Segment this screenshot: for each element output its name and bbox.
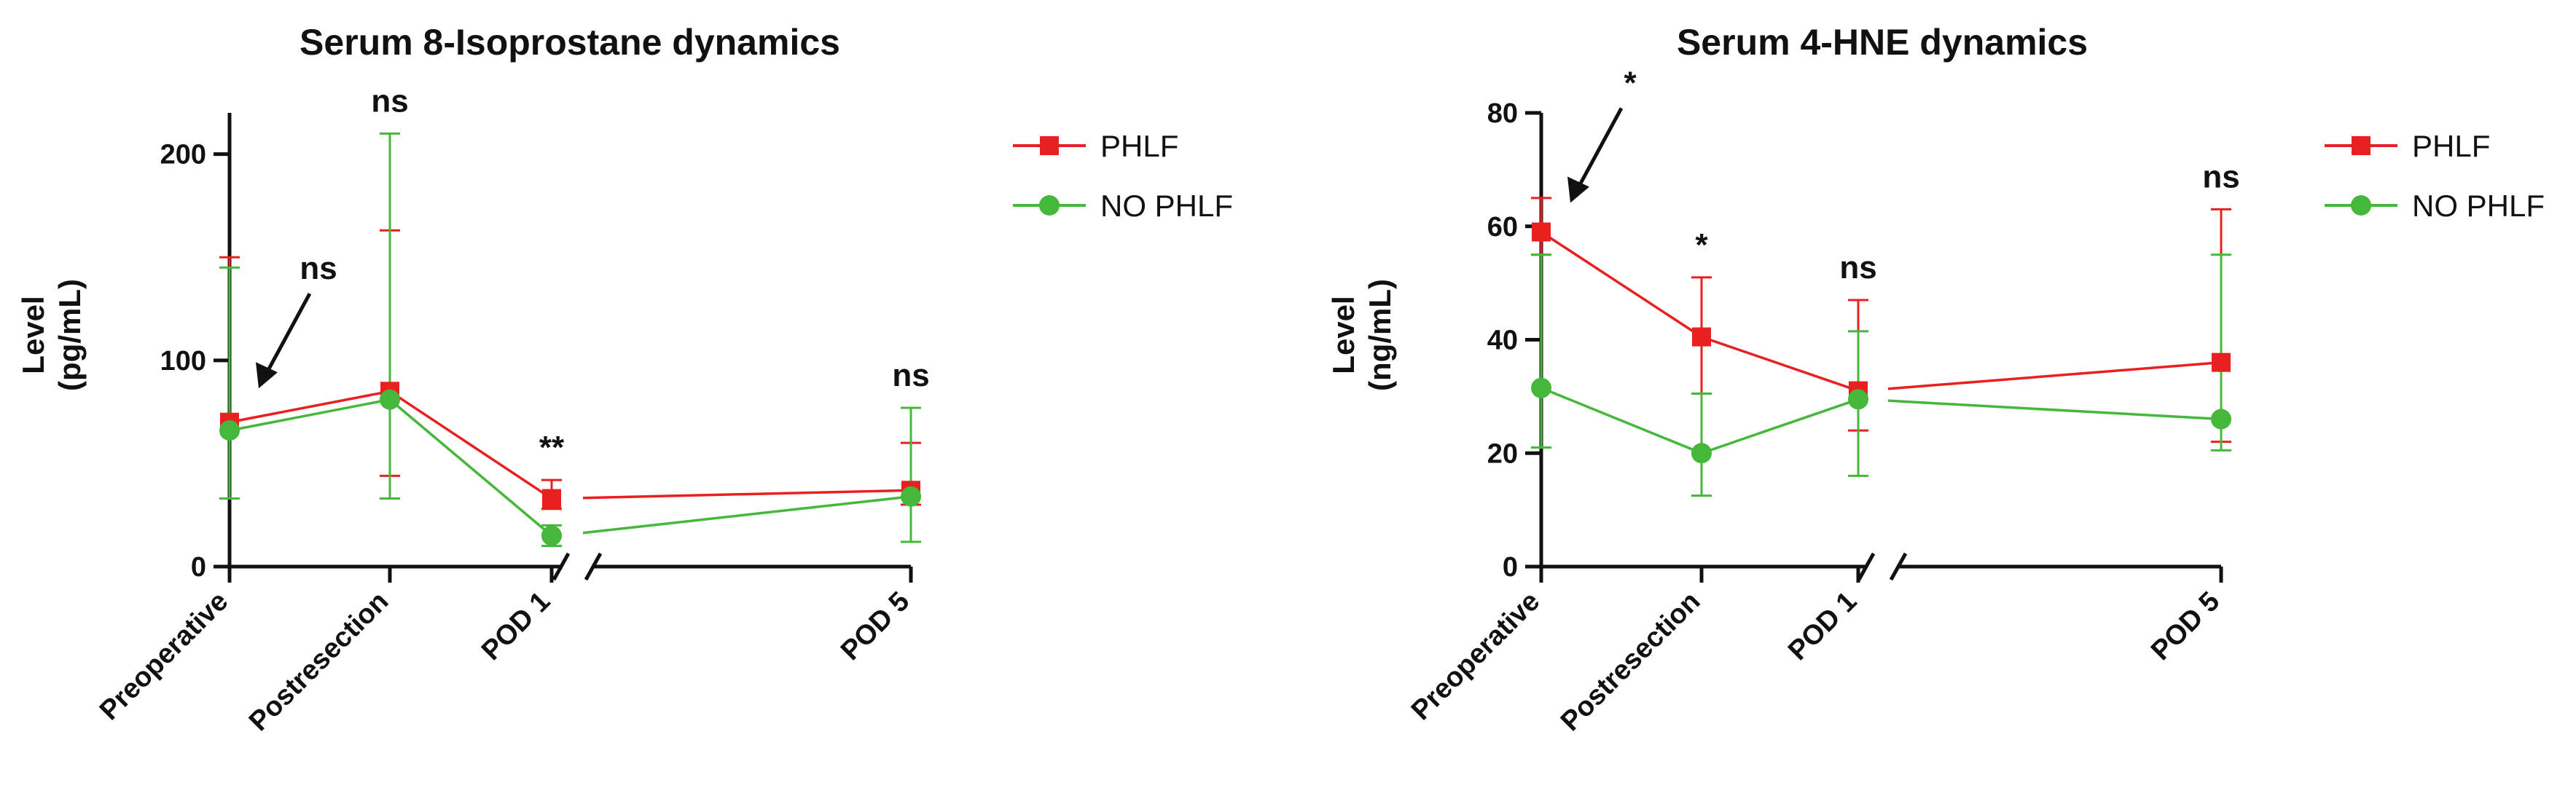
y-axis-label-line-1: Level — [1326, 296, 1361, 374]
chart-title: Serum 8-Isoprostane dynamics — [300, 22, 840, 63]
chart-2: Serum 4-HNE dynamics Level (ng/mL) 0 20 40 60 8… — [1326, 22, 2545, 737]
y-axis-label: Level (ng/mL) — [1326, 279, 1397, 391]
axis-break-mark — [584, 552, 603, 581]
series-line — [582, 494, 912, 535]
significance-label: ns — [892, 358, 929, 393]
y-tick-label: 20 — [1487, 438, 1518, 469]
data-point-no-phlf — [1691, 443, 1712, 464]
legend: PHLF NO PHLF — [2325, 129, 2545, 223]
chart-title: Serum 4-HNE dynamics — [1677, 22, 2088, 63]
series-phlf — [1531, 197, 2231, 444]
legend-label: NO PHLF — [2412, 189, 2545, 223]
legend-label: NO PHLF — [1100, 189, 1233, 223]
y-tick-label: 60 — [1487, 212, 1518, 243]
x-tick-label: POD 1 — [476, 586, 556, 666]
legend: PHLF NO PHLF — [1013, 129, 1233, 223]
data-point-phlf — [2212, 352, 2231, 372]
legend-marker — [2351, 195, 2371, 216]
data-point-no-phlf — [541, 525, 562, 546]
significance-label: ** — [539, 430, 565, 465]
data-point-no-phlf — [1848, 389, 1868, 410]
x-tick-label: POD 1 — [1782, 586, 1863, 666]
significance-label: ns — [300, 251, 337, 286]
chart-1: Serum 8-Isoprostane dynamics Level (pg/mL)… — [16, 22, 1233, 737]
legend-label: PHLF — [2412, 129, 2490, 163]
annotation-arrow — [261, 293, 312, 381]
series-line — [1887, 399, 2222, 421]
data-point-phlf — [542, 489, 561, 508]
series-no-phlf — [219, 132, 921, 548]
x-tick-label: POD 5 — [2145, 586, 2225, 666]
series-line — [1887, 360, 2222, 390]
significance-label: ns — [1839, 250, 1876, 285]
annotation-arrow-head — [1567, 176, 1589, 203]
y-tick-label: 0 — [1503, 552, 1518, 583]
y-tick-label: 40 — [1487, 326, 1518, 356]
y-axis-label-line-2: (ng/mL) — [1363, 279, 1397, 391]
data-point-no-phlf — [380, 389, 400, 410]
axis-break-mark — [552, 552, 571, 581]
significance-label: ns — [371, 83, 408, 119]
significance-label: * — [1624, 66, 1637, 101]
annotation-arrow-head — [256, 362, 278, 389]
series-line — [582, 489, 912, 500]
significance-label: ns — [2202, 159, 2239, 194]
y-tick-label: 0 — [191, 552, 206, 583]
legend-marker — [1039, 195, 1060, 216]
legend-marker — [1040, 136, 1059, 155]
y-tick-label: 200 — [160, 140, 206, 170]
data-point-no-phlf — [1531, 377, 1551, 398]
legend-label: PHLF — [1100, 129, 1178, 163]
data-point-phlf — [1692, 327, 1711, 347]
y-axis-label-line-2: (pg/mL) — [52, 279, 87, 391]
annotation-arrow — [1573, 107, 1624, 195]
x-tick-label: Postresection — [243, 586, 394, 737]
y-axis-label-line-1: Level — [16, 296, 50, 374]
legend-marker — [2352, 136, 2371, 155]
data-point-no-phlf — [901, 486, 921, 507]
y-tick-label: 80 — [1487, 98, 1518, 129]
x-tick-label: Preoperative — [1406, 586, 1546, 726]
x-tick-label: Postresection — [1555, 586, 1706, 737]
axis-break-mark — [1857, 552, 1876, 581]
y-tick-label: 100 — [160, 346, 206, 377]
series-no-phlf — [1531, 253, 2231, 497]
data-point-phlf — [1532, 222, 1551, 242]
data-point-no-phlf — [2211, 409, 2231, 430]
x-tick-label: Preoperative — [94, 586, 234, 726]
y-axis-label: Level (pg/mL) — [16, 279, 87, 391]
data-point-no-phlf — [219, 420, 240, 441]
x-tick-label: POD 5 — [835, 586, 915, 666]
significance-label: * — [1695, 227, 1708, 263]
axis-break-mark — [1889, 552, 1908, 581]
